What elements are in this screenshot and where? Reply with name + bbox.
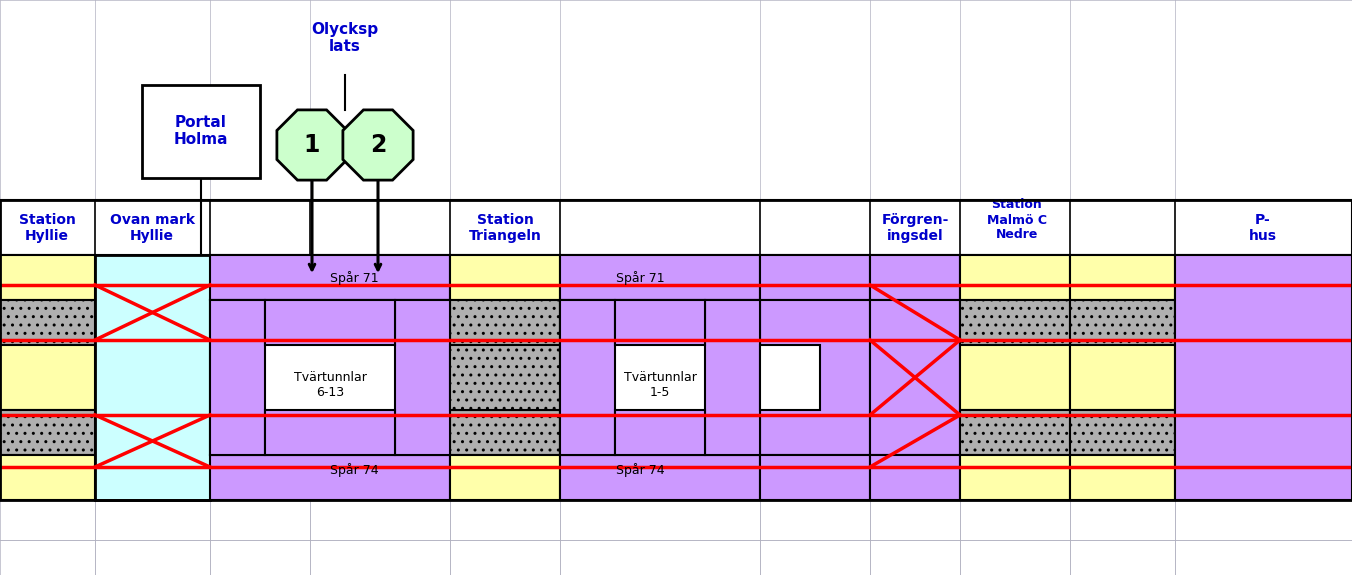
Bar (615, 410, 704, 455)
Bar (450, 455, 560, 500)
Bar (869, 255, 960, 300)
Bar (450, 410, 560, 455)
Text: Station
Hyllie: Station Hyllie (19, 213, 76, 243)
Bar (395, 300, 450, 455)
Bar (1175, 255, 1352, 500)
Bar (95, 255, 210, 500)
Bar (869, 300, 960, 455)
Bar (1069, 455, 1175, 500)
Text: Förgren-
ingsdel: Förgren- ingsdel (882, 213, 949, 243)
Bar (760, 455, 869, 500)
Bar (760, 255, 869, 300)
Bar (210, 455, 450, 500)
Polygon shape (343, 110, 414, 180)
Text: P-
hus: P- hus (1249, 213, 1278, 243)
Bar (960, 410, 1069, 455)
Bar (0, 410, 95, 455)
Bar (704, 300, 760, 455)
Bar (0, 200, 1352, 500)
Text: Spår 74: Spår 74 (615, 463, 664, 477)
Bar (560, 300, 760, 455)
Polygon shape (277, 110, 347, 180)
Text: 2: 2 (370, 133, 387, 157)
Text: Station
Malmö C
Nedre: Station Malmö C Nedre (987, 198, 1046, 241)
Bar (0, 345, 95, 410)
Bar (210, 300, 265, 455)
Bar (560, 300, 615, 455)
Bar (869, 455, 960, 500)
Bar (210, 255, 450, 300)
Bar (960, 345, 1069, 410)
Text: 1: 1 (304, 133, 320, 157)
Bar (760, 300, 869, 455)
Bar (560, 255, 760, 300)
Bar (450, 345, 560, 410)
Bar (265, 300, 395, 345)
Bar (960, 255, 1069, 300)
Text: Portal
Holma: Portal Holma (174, 115, 228, 147)
Bar (0, 455, 95, 500)
Bar (560, 455, 760, 500)
Text: Olycksp
lats: Olycksp lats (311, 22, 379, 55)
Bar (142, 85, 260, 178)
Bar (615, 300, 704, 345)
Text: Spår 74: Spår 74 (330, 463, 379, 477)
Text: Ovan mark
Hyllie: Ovan mark Hyllie (110, 213, 195, 243)
Bar (210, 300, 450, 455)
Bar (450, 255, 560, 300)
Text: Tvärtunnlar
6-13: Tvärtunnlar 6-13 (293, 371, 366, 399)
Text: Spår 71: Spår 71 (330, 271, 379, 285)
Bar (450, 300, 560, 345)
Bar (1069, 255, 1175, 300)
Bar (960, 455, 1069, 500)
Text: Station
Triangeln: Station Triangeln (469, 213, 541, 243)
Bar (960, 300, 1069, 345)
Text: Spår 71: Spår 71 (615, 271, 664, 285)
Bar (0, 300, 95, 345)
Bar (265, 410, 395, 455)
Text: Tvärtunnlar
1-5: Tvärtunnlar 1-5 (623, 371, 696, 399)
Bar (0, 200, 1352, 255)
Bar (760, 345, 821, 410)
Bar (1069, 300, 1175, 345)
Bar (1069, 410, 1175, 455)
Bar (1069, 345, 1175, 410)
Bar (0, 255, 95, 300)
